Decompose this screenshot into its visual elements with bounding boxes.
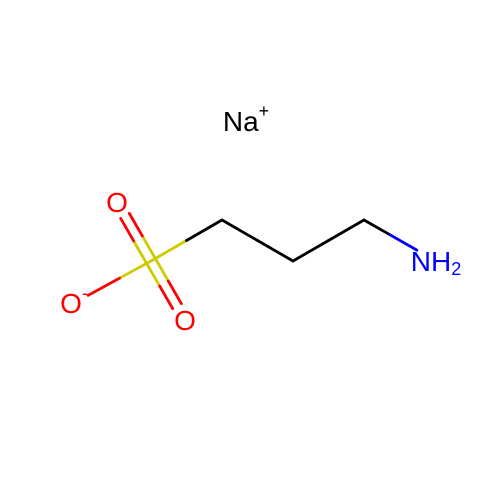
chemical-structure: O O- O NH2 Na+ (0, 0, 500, 500)
n-label: NH2 (411, 246, 461, 280)
o1-label: O (106, 187, 128, 218)
o3-label: O (174, 305, 196, 336)
na-label: Na+ (223, 101, 269, 137)
o2-label: O- (60, 283, 88, 319)
